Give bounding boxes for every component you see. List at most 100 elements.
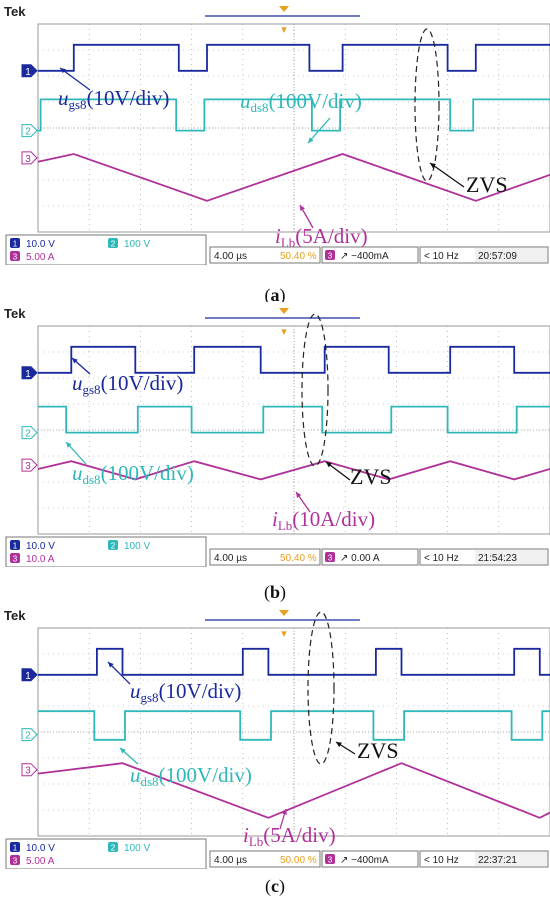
ugs8-label: ugs8(10V/div) bbox=[130, 679, 241, 705]
svg-text:2: 2 bbox=[111, 240, 116, 249]
ugs8-label: ugs8(10V/div) bbox=[58, 86, 169, 112]
trigger-position-tick: ▾ bbox=[281, 326, 287, 338]
zvs-highlight-ellipse bbox=[301, 313, 329, 467]
ch2-badge bbox=[108, 540, 118, 550]
caption-c: (c) bbox=[265, 876, 285, 896]
trigger-ch-badge bbox=[325, 250, 335, 260]
channel-2-marker: 2 bbox=[21, 426, 38, 440]
ilb-label: iLb(10A/div) bbox=[272, 507, 375, 533]
ch1-badge bbox=[10, 238, 20, 248]
uds8-label: uds8(100V/div) bbox=[72, 461, 194, 487]
svg-text:3: 3 bbox=[328, 252, 333, 261]
ugs-arrow bbox=[59, 67, 91, 91]
oscilloscope-screen: Tek ▾ 1 2 3 ugs8(10V/div) uds8(100V/div) iLb(5A… bbox=[0, 604, 550, 869]
ch1-scale: 10.0 V bbox=[26, 239, 55, 250]
zvs-label: ZVS bbox=[357, 738, 399, 763]
svg-text:3: 3 bbox=[13, 555, 18, 564]
position-readout: 50.40 % bbox=[280, 251, 317, 262]
svg-text:1: 1 bbox=[13, 240, 18, 249]
oscilloscope-screen: Tek ▾ 1 2 3 ugs8(10V/div) uds8(100V/div) iLb(10… bbox=[0, 302, 550, 567]
channel-1-marker: 1 bbox=[21, 64, 38, 78]
svg-text:1: 1 bbox=[13, 844, 18, 853]
position-readout: 50.00 % bbox=[280, 855, 317, 866]
uds8-label: uds8(100V/div) bbox=[130, 763, 252, 789]
zvs-highlight-ellipse bbox=[414, 28, 440, 182]
ch3-badge bbox=[10, 553, 20, 563]
ilb-label: iLb(5A/div) bbox=[243, 823, 336, 849]
tek-logo: Tek bbox=[4, 306, 26, 321]
trace-ilb bbox=[37, 762, 550, 819]
graticule-dots bbox=[38, 24, 550, 232]
trace-ugs8 bbox=[38, 43, 550, 72]
trace-uds8 bbox=[38, 98, 550, 132]
svg-text:3: 3 bbox=[328, 554, 333, 563]
scope-panel-b: Tek ▾ 1 2 3 ugs8(10V/div) uds8(100V/div) iLb(10… bbox=[0, 302, 550, 567]
status-bar: 1 10.0 V 2 100 V 3 10.0 A 4.00 µs 50.40 % 3 ↗ 0.0… bbox=[5, 536, 549, 567]
channel-1-marker: 1 bbox=[21, 668, 38, 682]
frequency-readout: < 10 Hz bbox=[424, 855, 459, 866]
svg-text:2: 2 bbox=[111, 844, 116, 853]
zvs-arrow bbox=[429, 162, 465, 188]
status-bar: 1 10.0 V 2 100 V 3 5.00 A 4.00 µs 50.40 % 3 ↗ −40… bbox=[5, 234, 549, 265]
status-bar: 1 10.0 V 2 100 V 3 5.00 A 4.00 µs 50.00 % 3 ↗ −40… bbox=[5, 838, 549, 869]
channel-3-marker: 3 bbox=[21, 151, 38, 165]
channel-1-marker: 1 bbox=[21, 366, 38, 380]
svg-text:3: 3 bbox=[25, 766, 31, 777]
trace-ilb bbox=[37, 153, 550, 202]
svg-text:2: 2 bbox=[111, 542, 116, 551]
trigger-level-readout: ↗ −400mA bbox=[340, 251, 389, 262]
ch3-scale: 5.00 A bbox=[26, 856, 55, 867]
zvs-highlight-ellipse bbox=[307, 611, 335, 765]
svg-text:3: 3 bbox=[25, 461, 31, 472]
ch1-badge bbox=[10, 540, 20, 550]
svg-text:3: 3 bbox=[25, 154, 31, 165]
ch2-badge bbox=[108, 842, 118, 852]
trigger-position-marker bbox=[279, 6, 289, 12]
oscilloscope-screen: Tek ▾ 1 2 3 ugs8(10V/div) uds8(100V/div) iLb(5A… bbox=[0, 0, 550, 265]
ch2-badge bbox=[108, 238, 118, 248]
svg-text:1: 1 bbox=[25, 67, 31, 78]
svg-text:2: 2 bbox=[25, 731, 31, 742]
zvs-label: ZVS bbox=[350, 464, 392, 489]
position-readout: 50.40 % bbox=[280, 553, 317, 564]
ch2-scale: 100 V bbox=[124, 239, 150, 250]
tek-logo: Tek bbox=[4, 4, 26, 19]
trace-uds8 bbox=[38, 405, 550, 434]
frequency-readout: < 10 Hz bbox=[424, 553, 459, 564]
svg-text:1: 1 bbox=[25, 671, 31, 682]
trigger-ch-badge bbox=[325, 552, 335, 562]
svg-text:3: 3 bbox=[13, 857, 18, 866]
trigger-position-marker bbox=[279, 308, 289, 314]
frequency-readout: < 10 Hz bbox=[424, 251, 459, 262]
timebase-readout: 4.00 µs bbox=[214, 855, 247, 866]
ch1-scale: 10.0 V bbox=[26, 843, 55, 854]
trigger-position-marker bbox=[279, 610, 289, 616]
tek-logo: Tek bbox=[4, 608, 26, 623]
trigger-level-readout: ↗ −400mA bbox=[340, 855, 389, 866]
svg-text:2: 2 bbox=[25, 429, 31, 440]
clock-readout: 21:54:23 bbox=[478, 553, 517, 564]
svg-text:1: 1 bbox=[25, 369, 31, 380]
trigger-position-tick: ▾ bbox=[281, 24, 287, 36]
ch3-scale: 10.0 A bbox=[26, 554, 55, 565]
ch1-scale: 10.0 V bbox=[26, 541, 55, 552]
ch1-badge bbox=[10, 842, 20, 852]
uds-arrow bbox=[307, 117, 331, 144]
channel-3-marker: 3 bbox=[21, 763, 38, 777]
trace-uds8 bbox=[38, 710, 550, 741]
caption-a: (a) bbox=[264, 285, 286, 305]
svg-text:3: 3 bbox=[328, 856, 333, 865]
svg-text:2: 2 bbox=[25, 127, 31, 138]
channel-3-marker: 3 bbox=[21, 458, 38, 472]
svg-text:1: 1 bbox=[13, 542, 18, 551]
ch3-scale: 5.00 A bbox=[26, 252, 55, 263]
trigger-position-tick: ▾ bbox=[281, 628, 287, 640]
ch2-scale: 100 V bbox=[124, 541, 150, 552]
trigger-ch-badge bbox=[325, 854, 335, 864]
caption-b: (b) bbox=[263, 582, 286, 602]
clock-readout: 20:57:09 bbox=[478, 251, 517, 262]
channel-2-marker: 2 bbox=[21, 124, 38, 138]
clock-readout: 22:37:21 bbox=[478, 855, 517, 866]
timebase-readout: 4.00 µs bbox=[214, 251, 247, 262]
scope-panel-a: Tek ▾ 1 2 3 ugs8(10V/div) uds8(100V/div) iLb(5A… bbox=[0, 0, 550, 265]
